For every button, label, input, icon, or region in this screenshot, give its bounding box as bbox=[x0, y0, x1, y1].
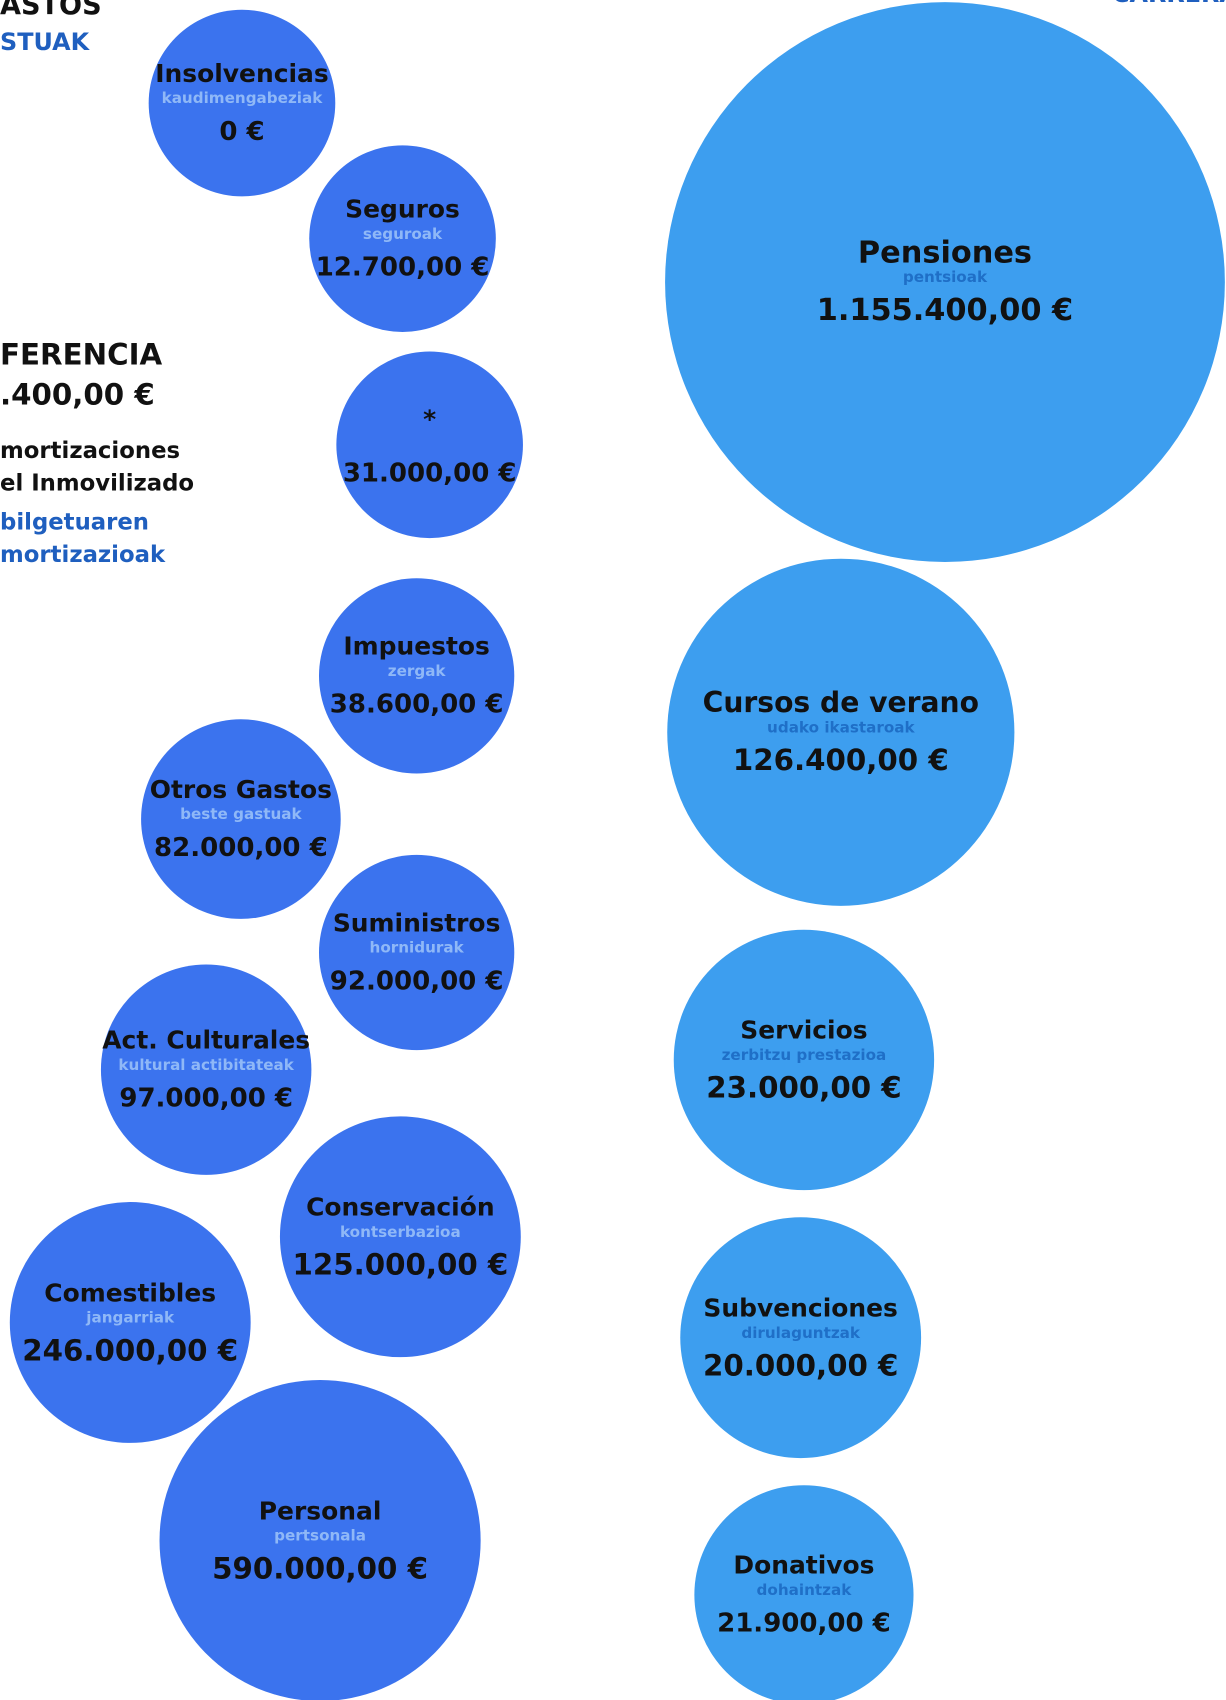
bubble bbox=[309, 145, 496, 332]
bubble bbox=[159, 1380, 481, 1700]
side-line-eu: mortizazioak bbox=[0, 542, 166, 568]
bubble-sublabel: pertsonala bbox=[274, 1527, 366, 1545]
side-heading: FERENCIA bbox=[0, 337, 162, 371]
bubble-amount: 31.000,00 € bbox=[343, 459, 517, 489]
bubble-label: Act. Culturales bbox=[102, 1025, 310, 1054]
bubble bbox=[318, 578, 515, 774]
bubble bbox=[279, 1116, 521, 1358]
bubble-label: Conservación bbox=[306, 1193, 495, 1222]
bubble-sublabel: dirulaguntzak bbox=[741, 1324, 861, 1342]
bubble-amount: 82.000,00 € bbox=[154, 833, 328, 863]
bubble-amount: 12.700,00 € bbox=[316, 252, 490, 282]
bubble-sublabel: kultural actibitateak bbox=[118, 1056, 294, 1074]
bubble-sublabel: zerbitzu prestazioa bbox=[722, 1046, 887, 1064]
bubble-amount: 1.155.400,00 € bbox=[817, 293, 1073, 328]
bubble-amount: 126.400,00 € bbox=[733, 743, 949, 777]
side-line: mortizaciones bbox=[0, 438, 180, 464]
bubble-label: Comestibles bbox=[44, 1278, 216, 1307]
bubble-sublabel: seguroak bbox=[363, 225, 443, 243]
bubble bbox=[336, 351, 523, 539]
bubble-label: Subvenciones bbox=[703, 1293, 897, 1322]
bubble-sublabel: kontserbazioa bbox=[340, 1223, 461, 1241]
bubble-amount: 125.000,00 € bbox=[292, 1248, 508, 1282]
bubble bbox=[100, 964, 312, 1175]
bubble-amount: 20.000,00 € bbox=[703, 1348, 898, 1382]
bubble bbox=[667, 558, 1015, 906]
bubble-label: Pensiones bbox=[858, 235, 1032, 270]
subtitle: STUAK bbox=[0, 28, 91, 56]
bubble-amount: 23.000,00 € bbox=[706, 1071, 901, 1105]
bubble-sublabel: pentsioak bbox=[903, 268, 988, 286]
bubble-amount: 97.000,00 € bbox=[119, 1083, 293, 1113]
bubble-sublabel: udako ikastaroak bbox=[767, 718, 915, 736]
bubble-amount: 0 € bbox=[219, 117, 264, 147]
right-title: CARRERA bbox=[1112, 0, 1226, 8]
bubble bbox=[694, 1485, 914, 1700]
bubble bbox=[665, 2, 1225, 562]
side-amount: .400,00 € bbox=[0, 377, 155, 411]
bubble-sublabel: zergak bbox=[388, 662, 447, 680]
bubble-label: Seguros bbox=[345, 194, 460, 223]
bubble bbox=[673, 929, 935, 1191]
bubble bbox=[680, 1217, 922, 1459]
bubble-sublabel: dohaintzak bbox=[757, 1581, 853, 1599]
bubble-label: Personal bbox=[259, 1496, 382, 1525]
bubble-sublabel: jangarriak bbox=[85, 1309, 175, 1327]
title: ASTOS bbox=[0, 0, 102, 21]
side-line: el Inmovilizado bbox=[0, 470, 194, 496]
bubble-label: Otros Gastos bbox=[150, 775, 332, 804]
bubble-label: Insolvencias bbox=[155, 59, 328, 88]
bubble-label: Donativos bbox=[733, 1551, 874, 1580]
bubble-label: Cursos de verano bbox=[703, 686, 979, 719]
bubble-label: Impuestos bbox=[343, 632, 490, 661]
bubble-label: * bbox=[423, 405, 436, 434]
bubble bbox=[141, 719, 341, 919]
bubble-amount: 38.600,00 € bbox=[330, 690, 504, 720]
bubble-sublabel: beste gastuak bbox=[180, 805, 302, 823]
bubble-amount: 590.000,00 € bbox=[212, 1551, 428, 1585]
bubble-amount: 246.000,00 € bbox=[22, 1333, 238, 1367]
bubble-sublabel: kaudimengabeziak bbox=[162, 89, 324, 107]
bubble-sublabel: hornidurak bbox=[370, 939, 465, 957]
bubble-amount: 21.900,00 € bbox=[717, 1609, 891, 1639]
bubble bbox=[148, 9, 336, 197]
bubble-label: Suministros bbox=[333, 908, 501, 937]
bubble-label: Servicios bbox=[740, 1016, 867, 1045]
side-line-eu: bilgetuaren bbox=[0, 509, 149, 535]
bubble-amount: 92.000,00 € bbox=[330, 966, 504, 996]
bubble bbox=[9, 1202, 251, 1443]
bubble bbox=[318, 854, 515, 1051]
